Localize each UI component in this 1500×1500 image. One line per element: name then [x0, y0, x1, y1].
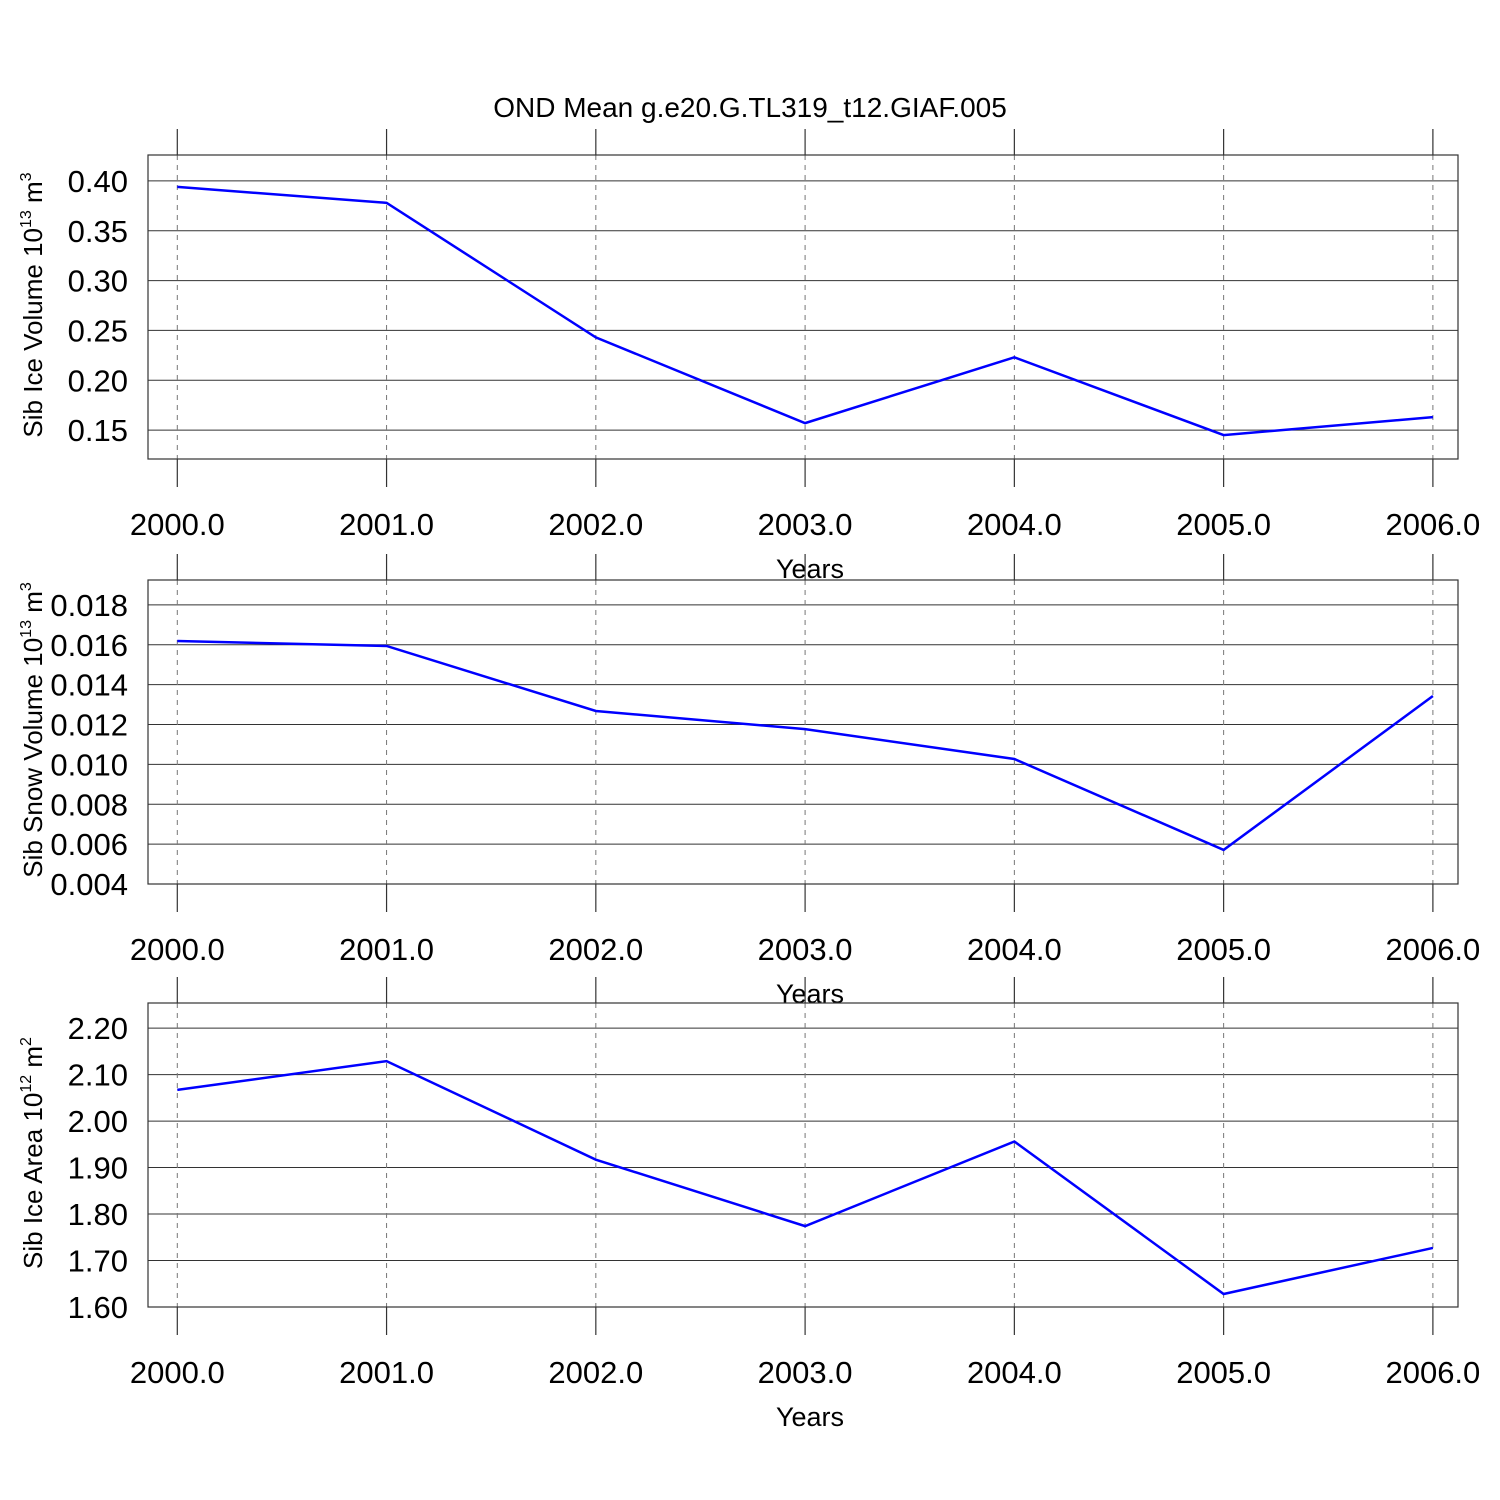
y-tick-label: 1.60: [68, 1290, 128, 1325]
x-tick-label: 2004.0: [967, 932, 1062, 967]
y-tick-label: 0.014: [50, 668, 128, 703]
y-tick-label: 1.70: [68, 1244, 128, 1279]
x-tick-label: 2005.0: [1176, 932, 1271, 967]
x-axis-label: Years: [776, 1402, 844, 1432]
x-tick-label: 2005.0: [1176, 507, 1271, 542]
y-axis-label-part: Sib Snow Volume 10: [18, 638, 48, 878]
x-tick-label: 2000.0: [130, 932, 225, 967]
y-tick-label: 0.20: [68, 363, 128, 398]
y-tick-label: 0.25: [68, 313, 128, 348]
data-line: [177, 639, 1434, 852]
y-tick-label: 0.012: [50, 708, 128, 743]
x-tick-label: 2000.0: [130, 507, 225, 542]
y-axis-label-part: Sib Ice Area 10: [18, 1093, 48, 1269]
y-axis-label: Sib Ice Volume 1013 m3: [18, 172, 48, 437]
y-tick-label: 0.004: [50, 867, 128, 902]
x-tick-label: 2000.0: [130, 1355, 225, 1390]
y-tick-label: 0.008: [50, 787, 128, 822]
y-axis-label-exponent: 2: [18, 1037, 35, 1046]
x-tick-label: 2003.0: [758, 507, 853, 542]
y-tick-label: 0.15: [68, 413, 128, 448]
x-tick-label: 2006.0: [1385, 932, 1480, 967]
x-tick-label: 2001.0: [339, 507, 434, 542]
y-axis-label-part: m: [18, 181, 48, 210]
x-tick-label: 2002.0: [548, 932, 643, 967]
y-tick-label: 0.30: [68, 264, 128, 299]
y-tick-label: 0.018: [50, 588, 128, 623]
y-axis-label-exponent: 3: [18, 582, 35, 591]
y-axis-label-exponent: 12: [18, 1075, 35, 1093]
y-tick-label: 0.006: [50, 827, 128, 862]
y-axis-label: Sib Snow Volume 1013 m3: [18, 582, 48, 878]
y-axis-label-exponent: 13: [18, 210, 35, 228]
y-axis-label-exponent: 3: [18, 172, 35, 181]
x-tick-label: 2003.0: [758, 1355, 853, 1390]
data-line: [177, 185, 1433, 437]
y-tick-label: 0.010: [50, 747, 128, 782]
y-tick-label: 0.40: [68, 164, 128, 199]
x-tick-label: 2004.0: [967, 1355, 1062, 1390]
y-tick-label: 2.20: [68, 1011, 128, 1046]
plot-frame: [147, 154, 1459, 460]
y-tick-label: 2.10: [68, 1058, 128, 1093]
x-tick-label: 2002.0: [548, 1355, 643, 1390]
y-tick-label: 0.35: [68, 214, 128, 249]
y-tick-label: 2.00: [68, 1104, 128, 1139]
y-axis-label-part: m: [18, 1046, 48, 1075]
x-tick-label: 2003.0: [758, 932, 853, 967]
y-axis-label: Sib Ice Area 1012 m2: [18, 1037, 48, 1269]
plot-frame: [147, 579, 1459, 885]
y-tick-label: 0.016: [50, 628, 128, 663]
data-line: [177, 1059, 1434, 1296]
y-axis-label-part: m: [18, 591, 48, 620]
x-tick-label: 2001.0: [339, 932, 434, 967]
y-tick-label: 1.90: [68, 1151, 128, 1186]
y-axis-label-part: Sib Ice Volume 10: [18, 228, 48, 438]
x-tick-label: 2001.0: [339, 1355, 434, 1390]
x-axis-label: Years: [776, 979, 844, 1009]
x-tick-label: 2004.0: [967, 507, 1062, 542]
plot-frame: [147, 1002, 1459, 1308]
y-axis-label-exponent: 13: [18, 620, 35, 638]
x-tick-label: 2002.0: [548, 507, 643, 542]
chart-title: OND Mean g.e20.G.TL319_t12.GIAF.005: [493, 92, 1007, 123]
y-tick-label: 1.80: [68, 1197, 128, 1232]
x-tick-label: 2006.0: [1385, 1355, 1480, 1390]
x-tick-label: 2006.0: [1385, 507, 1480, 542]
x-axis-label: Years: [776, 554, 844, 584]
x-tick-label: 2005.0: [1176, 1355, 1271, 1390]
